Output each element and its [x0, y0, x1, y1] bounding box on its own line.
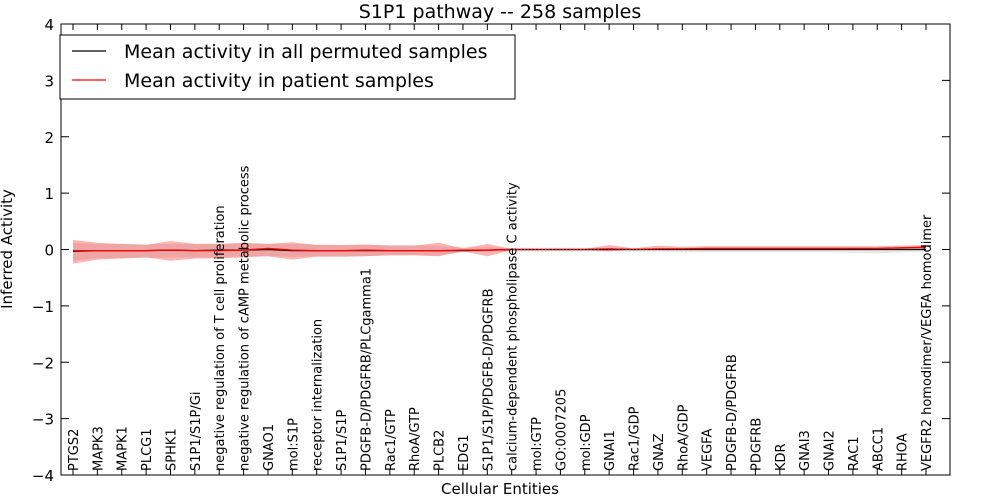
x-tick-label: PLCB2 — [433, 430, 448, 471]
x-tick-label: PLCG1 — [140, 428, 155, 471]
x-tick-label: GNAI1 — [603, 430, 618, 471]
x-tick-label: VEGFR2 homodimer/VEGFA homodimer — [920, 214, 935, 471]
x-tick-label: PDGFRB — [749, 418, 764, 471]
x-tick-label: GNAZ — [652, 433, 667, 471]
y-tick-label: 0 — [44, 242, 54, 260]
x-tick-label: negative regulation of T cell proliferat… — [213, 205, 228, 471]
x-tick-label: PDGFB-D/PDGFRB — [725, 354, 740, 471]
x-tick-label: ABCC1 — [871, 427, 886, 471]
x-tick-label: S1P1/S1P/PDGFB-D/PDGFRB — [481, 288, 496, 471]
x-tick-label: RhoA/GDP — [676, 404, 691, 471]
x-tick-label: MAPK3 — [91, 426, 106, 471]
y-tick-label: −3 — [32, 411, 54, 429]
x-tick-label: GNAI2 — [823, 430, 838, 471]
x-tick-label: negative regulation of cAMP metabolic pr… — [238, 165, 253, 471]
x-tick-label: receptor internalization — [311, 319, 326, 471]
x-tick-label: calcium-dependent phospholipase C activi… — [506, 182, 521, 471]
x-tick-label: RHOA — [896, 433, 911, 471]
x-tick-label: mol:GDP — [579, 414, 594, 471]
x-tick-label: Rac1/GDP — [628, 406, 643, 471]
x-tick-label: GNAO1 — [262, 424, 277, 471]
x-tick-label: KDR — [774, 443, 789, 471]
x-tick-label: S1P1/S1P/Gi — [189, 392, 204, 471]
confidence-bands — [73, 239, 926, 264]
y-tick-label: −2 — [32, 354, 54, 372]
x-tick-label: S1P1/S1P — [335, 409, 350, 471]
x-tick-label: RAC1 — [847, 436, 862, 471]
x-tick-label: mol:GTP — [530, 417, 545, 471]
y-tick-label: 4 — [44, 16, 54, 34]
series-lines — [72, 246, 927, 252]
x-tick-label: GO:0007205 — [554, 389, 569, 471]
chart-title: S1P1 pathway -- 258 samples — [359, 1, 641, 23]
x-tick-label: VEGFA — [701, 429, 716, 471]
y-tick-label: −4 — [32, 467, 54, 485]
x-tick-label: PTGS2 — [67, 429, 82, 471]
x-tick-label: EDG1 — [457, 434, 472, 471]
legend-box — [59, 34, 516, 100]
legend-label-patient: Mean activity in patient samples — [124, 70, 434, 92]
axis-ticks: 4 3 2 1 0 −1 −2 −3 −4 — [32, 16, 950, 485]
band-permuted — [73, 242, 926, 261]
plot-frame — [60, 23, 951, 476]
x-tick-label: mol:S1P — [286, 418, 301, 471]
x-tick-label: MAPK1 — [116, 426, 131, 471]
y-tick-label: 1 — [44, 185, 54, 203]
x-tick-label: RhoA/GTP — [408, 407, 423, 471]
legend-label-permuted: Mean activity in all permuted samples — [124, 41, 487, 63]
y-tick-label: −1 — [32, 298, 54, 316]
legend: Mean activity in all permuted samples Me… — [59, 34, 516, 100]
y-tick-label: 3 — [44, 72, 54, 90]
x-tick-label: PDGFB-D/PDGFRB/PLCgamma1 — [359, 268, 374, 471]
x-tick-label: SPHK1 — [164, 428, 179, 471]
x-tick-label: Rac1/GTP — [384, 409, 399, 471]
y-tick-label: 2 — [44, 129, 54, 147]
line-patient — [73, 246, 927, 252]
band-patient — [73, 239, 926, 264]
y-axis-label: Inferred Activity — [0, 189, 16, 309]
x-axis-label: Cellular Entities — [441, 480, 559, 498]
x-tick-labels: PTGS2 MAPK3 MAPK1 PLCG1 SPHK1 S1P1/S1P/Gi nega… — [67, 165, 935, 471]
x-tick-label: GNAI3 — [798, 430, 813, 471]
